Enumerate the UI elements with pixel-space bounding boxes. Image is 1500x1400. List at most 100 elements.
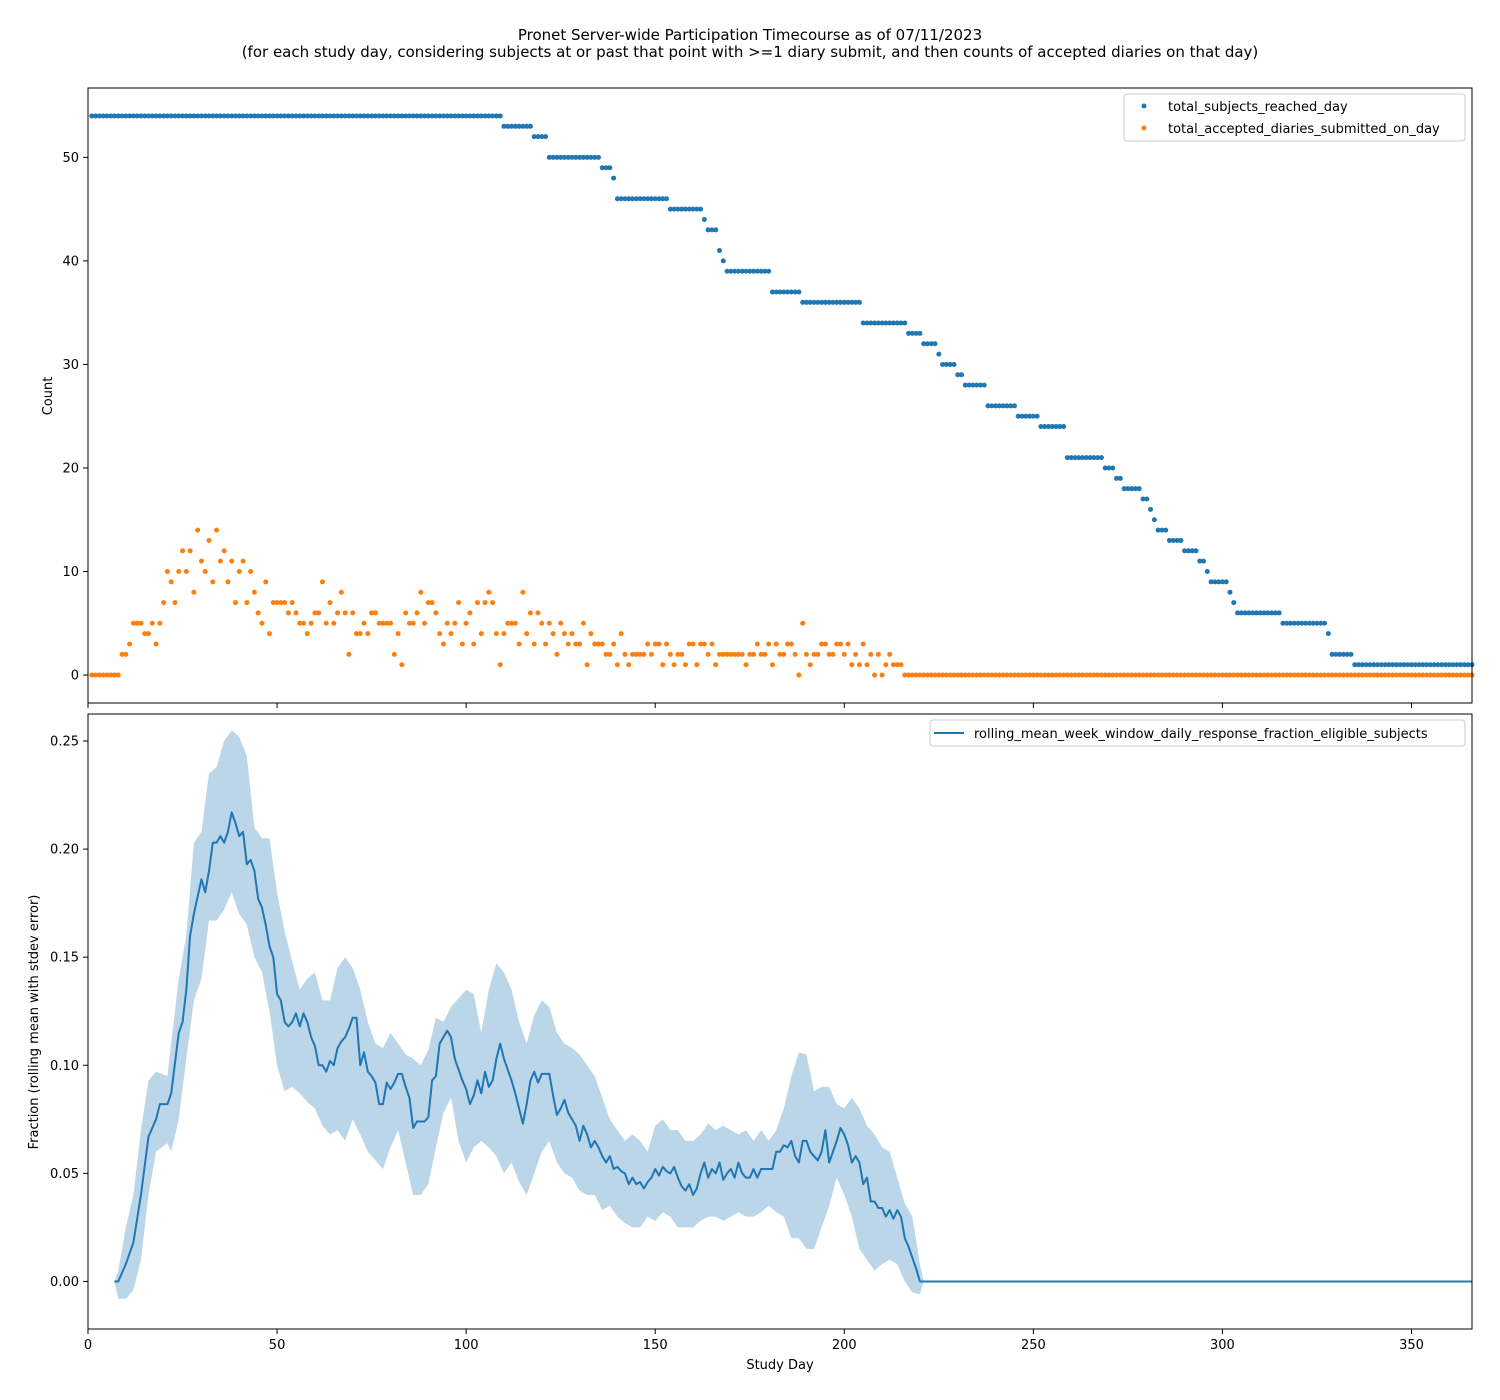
point-subjects-day-5	[104, 113, 110, 119]
point-subjects-day-327	[1322, 620, 1328, 626]
point-diaries-day-89	[422, 620, 428, 626]
top-y-tick-label-20: 20	[62, 461, 79, 476]
x-axis-label: Study Day	[746, 1358, 814, 1373]
point-subjects-day-242	[1000, 403, 1006, 409]
point-diaries-day-121	[543, 641, 549, 647]
point-subjects-day-365	[1465, 662, 1471, 668]
point-subjects-day-61	[316, 113, 322, 119]
point-subjects-day-134	[592, 154, 598, 160]
point-subjects-day-162	[698, 206, 704, 212]
point-subjects-day-136	[599, 165, 605, 171]
point-diaries-day-82	[395, 631, 401, 637]
point-subjects-day-191	[807, 299, 813, 305]
point-diaries-day-338	[1363, 672, 1369, 678]
point-subjects-day-263	[1080, 455, 1086, 461]
point-diaries-day-170	[728, 651, 734, 657]
point-subjects-day-324	[1310, 620, 1316, 626]
point-diaries-day-194	[819, 641, 825, 647]
top-y-tick-label-10: 10	[62, 565, 79, 580]
point-diaries-day-189	[800, 620, 806, 626]
point-diaries-day-248	[1023, 672, 1029, 678]
point-diaries-day-50	[274, 600, 280, 606]
point-subjects-day-29	[195, 113, 201, 119]
point-diaries-day-358	[1439, 672, 1445, 678]
point-diaries-day-23	[172, 600, 178, 606]
point-subjects-day-24	[176, 113, 182, 119]
point-subjects-day-101	[467, 113, 473, 119]
point-diaries-day-312	[1265, 672, 1271, 678]
point-subjects-day-233	[966, 382, 972, 388]
point-diaries-day-102	[471, 641, 477, 647]
point-diaries-day-2	[93, 672, 99, 678]
point-subjects-day-305	[1238, 610, 1244, 616]
point-diaries-day-247	[1019, 672, 1025, 678]
point-diaries-day-274	[1121, 672, 1127, 678]
point-subjects-day-44	[251, 113, 257, 119]
point-diaries-day-295	[1201, 672, 1207, 678]
point-subjects-day-221	[921, 341, 927, 347]
point-subjects-day-71	[353, 113, 359, 119]
point-subjects-day-122	[546, 154, 552, 160]
point-diaries-day-259	[1064, 672, 1070, 678]
point-subjects-day-315	[1276, 610, 1282, 616]
point-diaries-day-48	[267, 631, 273, 637]
point-subjects-day-295	[1201, 558, 1207, 564]
point-subjects-day-34	[214, 113, 220, 119]
point-diaries-day-137	[603, 651, 609, 657]
point-diaries-day-165	[709, 641, 715, 647]
point-subjects-day-216	[902, 320, 908, 326]
point-subjects-day-298	[1212, 579, 1218, 585]
point-diaries-day-234	[970, 672, 976, 678]
point-diaries-day-330	[1333, 672, 1339, 678]
point-subjects-day-205	[860, 320, 866, 326]
point-subjects-day-18	[153, 113, 159, 119]
point-diaries-day-322	[1303, 672, 1309, 678]
top-panel-points	[89, 113, 1475, 678]
point-diaries-day-56	[297, 620, 303, 626]
point-subjects-day-74	[365, 113, 371, 119]
point-diaries-day-124	[554, 651, 560, 657]
point-subjects-day-301	[1223, 579, 1229, 585]
point-subjects-day-237	[981, 382, 987, 388]
point-subjects-day-171	[732, 268, 738, 274]
point-subjects-day-72	[357, 113, 363, 119]
point-diaries-day-92	[433, 610, 439, 616]
point-subjects-day-323	[1306, 620, 1312, 626]
point-subjects-day-26	[183, 113, 189, 119]
point-diaries-day-300	[1219, 672, 1225, 678]
point-diaries-day-122	[546, 620, 552, 626]
point-diaries-day-325	[1314, 672, 1320, 678]
point-subjects-day-196	[826, 299, 832, 305]
point-diaries-day-27	[187, 548, 193, 554]
point-diaries-day-88	[418, 589, 424, 595]
point-diaries-day-109	[497, 662, 503, 668]
point-diaries-day-58	[304, 631, 310, 637]
point-diaries-day-263	[1080, 672, 1086, 678]
point-subjects-day-169	[724, 268, 730, 274]
point-subjects-day-36	[221, 113, 227, 119]
point-subjects-day-117	[527, 123, 533, 129]
legend-label-rolling-mean: rolling_mean_week_window_daily_response_…	[974, 727, 1428, 742]
point-diaries-day-235	[974, 672, 980, 678]
point-subjects-day-139	[611, 175, 617, 181]
point-subjects-day-108	[493, 113, 499, 119]
point-subjects-day-97	[452, 113, 458, 119]
point-diaries-day-72	[357, 631, 363, 637]
point-diaries-day-129	[573, 641, 579, 647]
point-diaries-day-160	[690, 641, 696, 647]
point-diaries-day-222	[924, 672, 930, 678]
point-subjects-day-292	[1189, 548, 1195, 554]
point-diaries-day-251	[1034, 672, 1040, 678]
point-subjects-day-251	[1034, 413, 1040, 419]
point-subjects-day-157	[679, 206, 685, 212]
point-diaries-day-19	[157, 620, 163, 626]
point-subjects-day-215	[898, 320, 904, 326]
point-diaries-day-79	[384, 620, 390, 626]
point-subjects-day-354	[1424, 662, 1430, 668]
point-diaries-day-77	[376, 620, 382, 626]
point-diaries-day-4	[100, 672, 106, 678]
point-diaries-day-249	[1027, 672, 1033, 678]
point-diaries-day-305	[1238, 672, 1244, 678]
point-diaries-day-146	[637, 651, 643, 657]
point-diaries-day-217	[906, 672, 912, 678]
